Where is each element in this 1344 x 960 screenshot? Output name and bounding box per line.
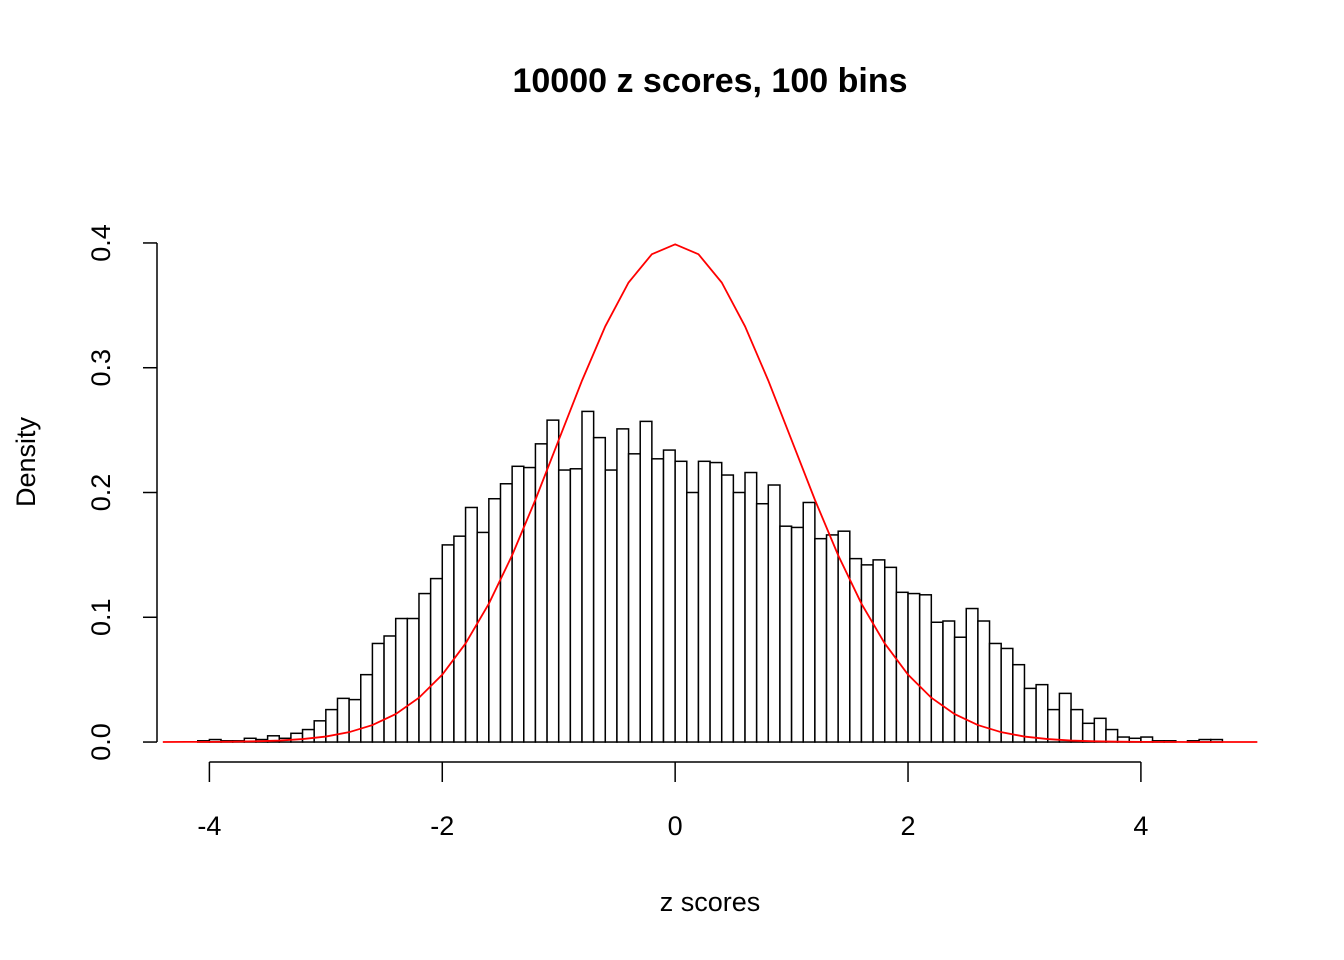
bar — [394, 617, 409, 743]
bar — [592, 436, 607, 743]
bar — [686, 491, 700, 743]
bar — [557, 469, 572, 743]
bar — [720, 474, 735, 743]
bar — [883, 566, 898, 743]
bar — [1035, 683, 1049, 743]
bar — [988, 642, 1002, 743]
bar — [534, 443, 548, 743]
y-tick-label: 0.0 — [86, 723, 116, 761]
bar — [604, 469, 618, 743]
bar — [488, 497, 502, 743]
bar — [872, 559, 886, 743]
bar — [616, 428, 630, 743]
x-axis-label: z scores — [660, 887, 761, 917]
bar — [581, 410, 595, 743]
y-tick-label: 0.3 — [86, 349, 116, 387]
y-tick-label: 0.2 — [86, 474, 116, 512]
chart-title: 10000 z scores, 100 bins — [512, 62, 907, 100]
bar — [639, 420, 653, 743]
bar — [546, 419, 560, 743]
x-tick-label: 4 — [1133, 811, 1148, 841]
bar — [767, 484, 781, 743]
bar — [977, 620, 991, 743]
bar — [325, 708, 339, 743]
bar — [1023, 687, 1037, 743]
bar — [651, 458, 665, 743]
bar — [697, 460, 711, 743]
bar — [313, 720, 327, 743]
bar — [907, 592, 921, 743]
bar — [371, 642, 385, 743]
bar — [511, 465, 525, 743]
bar — [709, 461, 723, 743]
bar — [942, 620, 956, 743]
bar — [849, 557, 863, 743]
bar — [1058, 692, 1072, 743]
y-tick-label: 0.4 — [86, 224, 116, 262]
bar — [441, 544, 455, 743]
bar — [301, 728, 315, 743]
bar — [1081, 722, 1096, 743]
bar — [674, 460, 688, 743]
bar — [453, 535, 467, 743]
bar — [825, 534, 839, 743]
x-tick-label: -4 — [197, 811, 221, 841]
bar — [790, 526, 804, 743]
bar — [1000, 647, 1014, 743]
bar — [732, 491, 746, 743]
bar — [406, 617, 420, 743]
bar — [930, 621, 944, 743]
bar — [418, 592, 432, 743]
bar — [336, 697, 350, 743]
y-tick-label: 0.1 — [86, 598, 116, 636]
bar — [1070, 708, 1084, 743]
bar — [1047, 708, 1061, 743]
x-tick-label: 0 — [668, 811, 683, 841]
bar — [627, 453, 641, 743]
bar — [523, 466, 537, 743]
bar — [837, 530, 851, 743]
bar — [290, 732, 304, 743]
bar — [1105, 728, 1119, 743]
x-tick-label: 2 — [901, 811, 916, 841]
bar — [779, 525, 793, 743]
bar — [860, 564, 874, 743]
bar — [499, 483, 513, 743]
bar — [744, 471, 758, 743]
bar — [814, 537, 828, 743]
bar — [348, 698, 362, 743]
bar — [429, 577, 444, 743]
bar — [918, 594, 933, 743]
bar — [360, 673, 374, 743]
bar — [755, 502, 770, 743]
bar — [383, 635, 397, 743]
bar — [476, 531, 490, 743]
density-curve — [162, 243, 1258, 743]
bar — [802, 501, 816, 743]
x-tick-label: -2 — [430, 811, 454, 841]
bar — [1012, 663, 1026, 743]
bar — [464, 506, 478, 743]
bar — [569, 468, 583, 743]
bar — [953, 636, 967, 743]
bar — [1093, 717, 1107, 743]
bar — [662, 449, 676, 743]
y-axis-label: Density — [11, 416, 41, 507]
